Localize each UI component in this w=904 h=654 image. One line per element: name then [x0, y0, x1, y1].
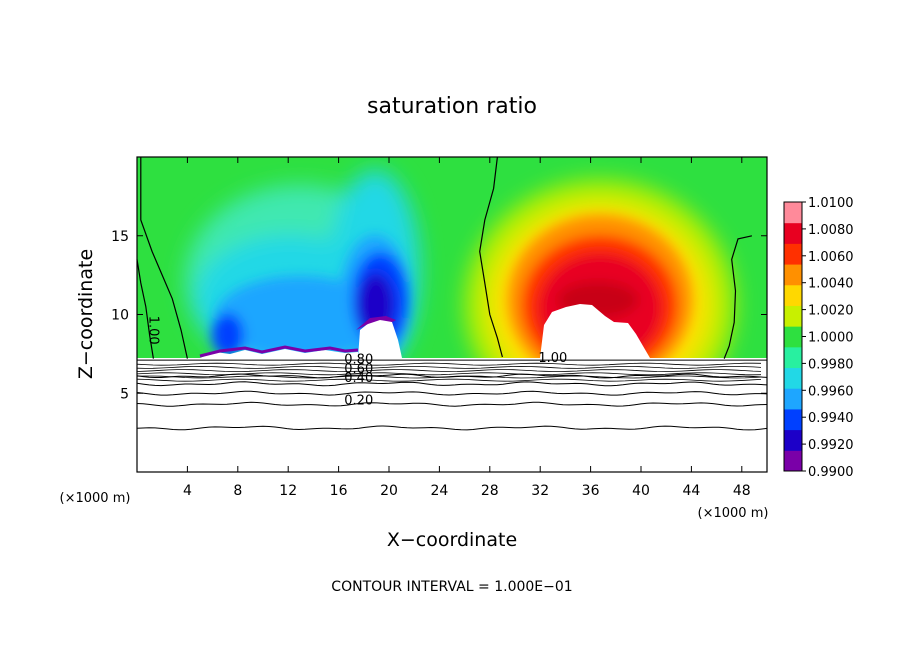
contour-line — [136, 425, 768, 431]
contour-line-1-00 — [479, 156, 503, 358]
contour-label: 1.00 — [538, 351, 567, 366]
colorbar-swatch — [784, 284, 802, 306]
colorbar-label: 1.0060 — [808, 250, 854, 265]
x-tick-label: 20 — [380, 483, 398, 499]
colorbar-swatch — [784, 222, 802, 244]
colorbar-swatch — [784, 243, 802, 265]
contour-label: 0.20 — [344, 393, 373, 408]
x-tick-label: 8 — [233, 483, 242, 499]
contour-label: 0.60 — [344, 362, 373, 377]
colorbar-label: 1.0080 — [808, 223, 854, 238]
contour-line — [136, 369, 762, 373]
contour-line-1-00 — [140, 157, 188, 359]
colorbar-swatch — [784, 450, 802, 472]
colorbar-label: 1.0000 — [808, 331, 854, 346]
contour-labels: 1.00 0.800.600.40 0.20 1.00 — [146, 316, 568, 409]
chart-title: saturation ratio — [367, 94, 537, 119]
contour-label: 0.80 — [344, 352, 373, 367]
contour-line — [136, 362, 762, 366]
shaded-field — [137, 157, 767, 359]
colorbar-label: 0.9920 — [808, 438, 854, 453]
colorbar-swatch — [784, 346, 802, 369]
x-tick-label: 4 — [183, 483, 192, 499]
contour-line-1-00 — [136, 259, 154, 359]
y-axis-ticks: 5 10 15 — [111, 229, 767, 402]
x-tick-label: 28 — [481, 483, 499, 499]
contour-label: 0.40 — [344, 371, 373, 386]
y-tick-label: 15 — [111, 229, 129, 245]
colorbar-swatch — [784, 305, 802, 327]
contour-line — [136, 390, 768, 396]
x-axis-label: X−coordinate — [387, 529, 517, 551]
colorbar-label: 1.0040 — [808, 277, 854, 292]
x-unit-label: (×1000 m) — [698, 506, 769, 521]
contour-line-1-00 — [723, 235, 753, 359]
colorbar-label: 0.9960 — [808, 384, 854, 399]
colorbar-swatch — [784, 388, 802, 410]
colorbar-label: 0.9980 — [808, 357, 854, 372]
colorbar-swatch — [784, 429, 802, 451]
colorbar-swatch — [784, 264, 802, 286]
x-tick-label: 48 — [733, 483, 751, 499]
y-tick-label: 5 — [120, 386, 129, 402]
y-tick-label: 10 — [111, 308, 129, 324]
colorbar-label: 1.0020 — [808, 304, 854, 319]
contour-interval-note: CONTOUR INTERVAL = 1.000E−01 — [331, 579, 572, 595]
x-tick-label: 32 — [531, 483, 549, 499]
x-tick-label: 36 — [582, 483, 600, 499]
colorbar-swatch — [784, 202, 802, 224]
colorbar-swatch — [784, 367, 802, 389]
y-axis-label: Z−coordinate — [75, 249, 97, 379]
z-unit-label: (×1000 m) — [60, 491, 131, 506]
contour-line — [136, 381, 768, 387]
x-axis-ticks: 4 8 12 16 20 24 28 32 36 40 44 48 — [183, 157, 751, 499]
x-tick-label: 12 — [279, 483, 297, 499]
colorbar-swatch — [784, 326, 802, 348]
x-tick-label: 16 — [330, 483, 348, 499]
contour-lines — [136, 156, 768, 431]
x-tick-label: 24 — [430, 483, 448, 499]
x-tick-label: 44 — [682, 483, 700, 499]
contour-line — [136, 372, 762, 376]
colorbar-label: 0.9900 — [808, 465, 854, 480]
contour-line — [136, 375, 762, 379]
contour-line — [136, 365, 762, 369]
plot-area: 1.000.800.600.400.201.00 4 8 12 16 20 24 28 32 3… — [111, 156, 768, 499]
colorbar-label: 1.0100 — [808, 196, 854, 211]
contour-line — [136, 378, 762, 382]
contour-label: 1.00 — [146, 316, 161, 345]
colorbar-label: 0.9940 — [808, 411, 854, 426]
colorbar: 1.0100 1.0080 1.0060 1.0040 1.0020 1.0000 0.99… — [783, 196, 854, 480]
colorbar-swatch — [784, 408, 802, 431]
x-tick-label: 40 — [632, 483, 650, 499]
contour-line — [136, 401, 768, 407]
